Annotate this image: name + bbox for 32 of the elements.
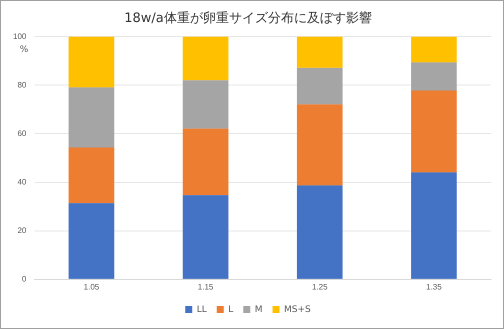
bar [182,195,228,279]
x-tick-label: 1.35 [426,282,442,292]
y-tick-label: 100 [12,32,27,41]
legend-label: MS+S [284,304,312,315]
bar [68,87,114,148]
bar [411,62,457,90]
y-tick-label: 40 [17,177,27,186]
bar [411,172,457,279]
bar [182,128,228,196]
bar [296,68,343,104]
x-tick-label: 1.15 [198,282,214,292]
y-tick-label: 60 [17,128,27,138]
bar [68,36,114,88]
bar [296,185,343,279]
bar [411,36,457,62]
y-tick-label: 80 [17,80,27,90]
legend-label: M [254,304,263,315]
bar [411,90,457,172]
bar [182,36,228,80]
x-tick-label: 1.25 [312,282,328,292]
bar [296,36,343,68]
y-axis-title: % [20,44,29,55]
legend-label: L [228,304,234,315]
bar [296,104,343,186]
y-tick-label: 20 [17,226,27,236]
bar [68,148,114,204]
bar [68,203,114,279]
x-tick-label: 1.05 [84,282,100,292]
bar [182,80,228,129]
y-tick-label: 0 [22,274,27,284]
chart-title: 18w/a体重が卵重サイズ分布に及ぼす影響 [124,11,372,26]
legend-label: LL [196,304,207,315]
